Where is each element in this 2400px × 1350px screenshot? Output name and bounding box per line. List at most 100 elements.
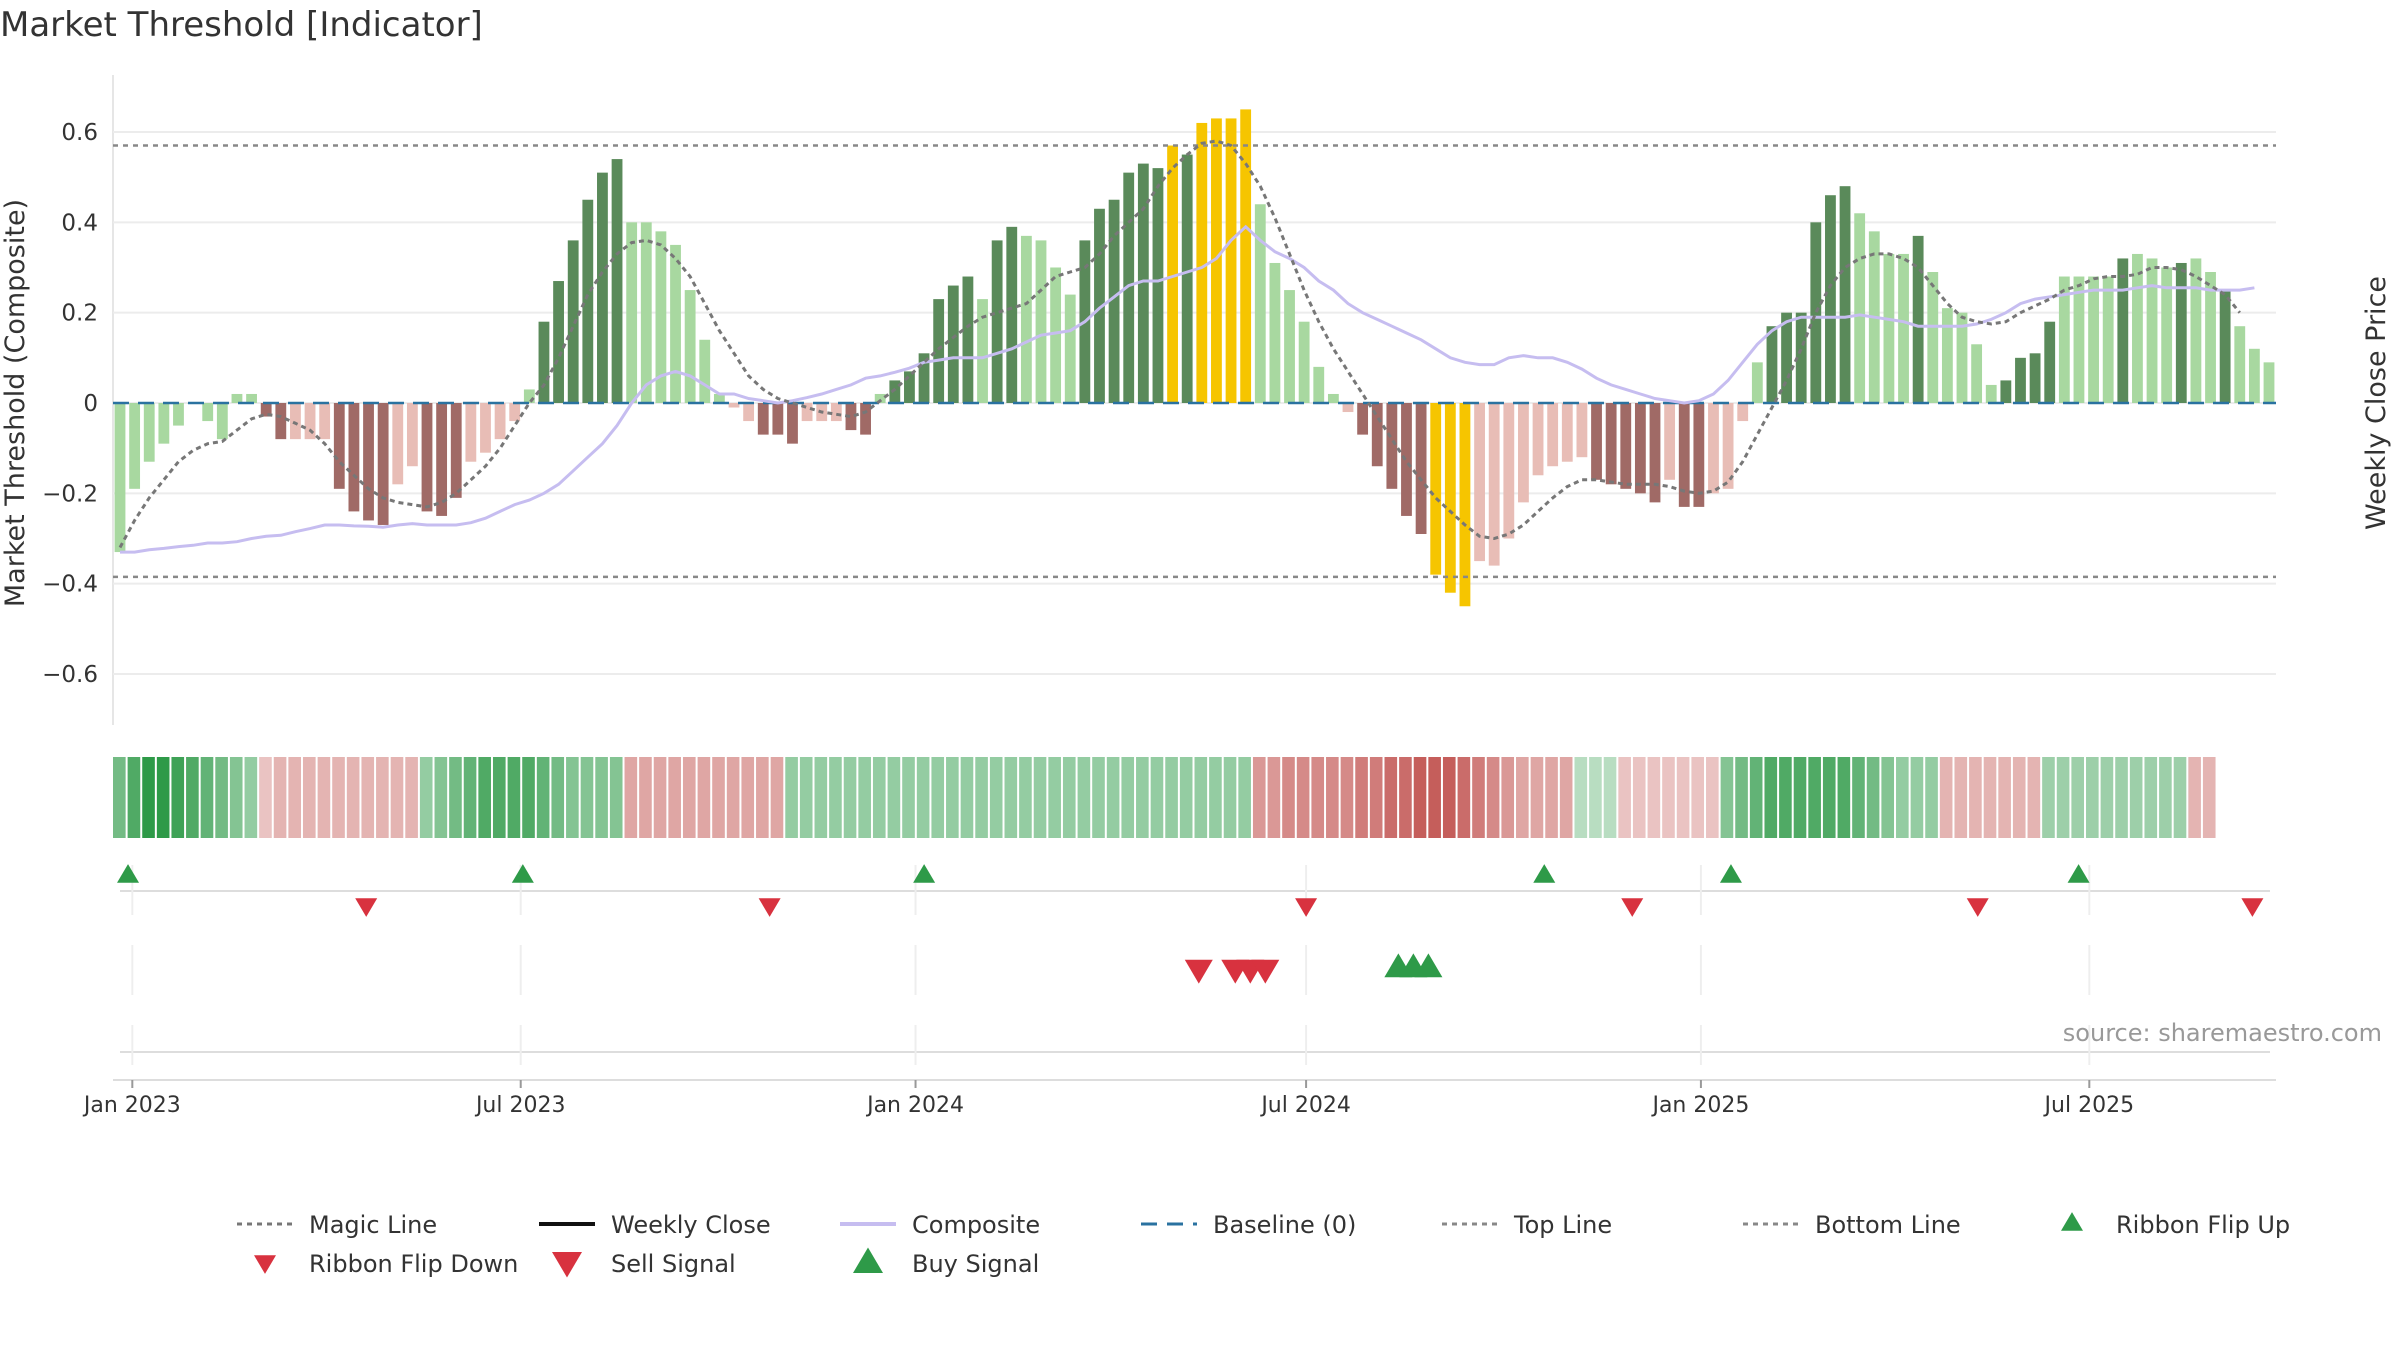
ribbon-cell [1062,757,1076,838]
composite-bar [772,403,784,435]
ribbon-cell [1852,757,1865,838]
ribbon-cell [1676,757,1690,838]
ribbon-cell [566,757,579,838]
ribbon-flip-down-marker [2241,898,2264,917]
ribbon-cell [595,757,608,838]
left-y-tick-label: 0 [83,391,98,417]
composite-bar [1298,321,1310,403]
ribbon-cell [887,757,901,838]
ribbon-cell [1019,757,1032,838]
composite-bar [713,393,725,403]
composite-bar [173,403,184,426]
ribbon-cell [1165,757,1178,838]
ribbon-cell [799,757,813,838]
ribbon-cell [2012,757,2026,838]
composite-bar [1722,403,1734,489]
composite-bar [129,403,141,489]
composite-bar [933,299,945,403]
composite-bar [1620,403,1632,489]
ribbon-cell [1179,757,1193,838]
ribbon-cell [1311,757,1325,838]
composite-bar [1108,199,1120,403]
ribbon-cell [273,757,287,838]
composite-bar [2058,276,2070,403]
ribbon-cell [2056,757,2070,838]
ribbon-cell [419,757,433,838]
composite-bar [158,403,170,444]
buy-signal-marker [1414,953,1443,978]
ribbon-cell [1384,757,1398,838]
ribbon-cell [609,757,623,838]
composite-bar [1006,226,1018,403]
ribbon-cell [668,757,681,838]
composite-bar [655,231,667,403]
composite-bar [2263,362,2275,403]
ribbon-cell [288,757,301,838]
ribbon-cell [946,757,959,838]
ribbon-cell [1939,757,1953,838]
ribbon-cell [1735,757,1748,838]
ribbon-flip-down-marker [1966,898,1989,917]
composite-bar [991,240,1003,403]
ribbon-cell [2144,757,2158,838]
ribbon-cell [580,757,594,838]
composite-bar [2073,276,2085,403]
composite-bar [450,403,462,498]
ribbon-cell [376,757,389,838]
legend-label: Magic Line [309,1211,437,1239]
composite-bar [1444,403,1456,593]
ribbon-cell [1998,757,2011,838]
x-tick-label: Jan 2025 [1650,1093,1749,1118]
ribbon-cell [1545,757,1558,838]
ribbon-cell [975,757,988,838]
composite-bar [1020,235,1032,403]
legend-label: Ribbon Flip Up [2116,1211,2290,1239]
left-y-tick-label: −0.2 [42,481,98,507]
composite-bar [1327,393,1339,403]
ribbon-cell [1033,757,1047,838]
ribbon-cell [113,757,126,838]
composite-bar [1167,145,1178,403]
composite-bar [1576,403,1588,458]
ribbon-cell [756,757,769,838]
ribbon-cell [1501,757,1515,838]
ribbon-cell [1647,757,1661,838]
composite-bar [1415,403,1427,534]
ribbon-cell [1896,757,1909,838]
ribbon-cell [346,757,360,838]
ribbon-cell [624,757,638,838]
composite-bar [743,403,755,422]
composite-bar [1708,403,1719,494]
ribbon-cell [507,757,521,838]
composite-bar [553,281,564,403]
composite-bar [1649,403,1661,503]
ribbon-cell [186,757,199,838]
ribbon-cell [1837,757,1851,838]
legend-swatch [2061,1212,2083,1231]
ribbon-cell [2202,757,2216,838]
composite-bar [1971,344,1983,403]
x-tick-label: Jan 2024 [865,1093,964,1118]
composite-bar [2029,353,2041,403]
left-y-axis-label: Market Threshold (Composite) [0,199,31,607]
legend-label: Composite [912,1211,1040,1239]
ribbon-cell [1267,757,1281,838]
composite-bar [1591,403,1602,480]
composite-bar [626,222,638,403]
composite-bar [2015,357,2026,403]
ribbon-cell [1077,757,1091,838]
ribbon-cell [712,757,725,838]
composite-bar [319,403,331,440]
ribbon-cell [726,757,740,838]
ribbon-cell [200,757,214,838]
composite-bar [728,403,740,408]
ribbon-cell [1866,757,1880,838]
ribbon-cell [829,757,842,838]
legend: Magic Line Weekly Close Composite Baseline … [237,1211,2290,1278]
legend-label: Weekly Close [611,1211,771,1239]
ribbon-cell [1223,757,1237,838]
composite-bar [1795,312,1807,403]
ribbon-cell [492,757,506,838]
composite-bar [2088,276,2099,403]
legend-label: Sell Signal [611,1250,736,1278]
